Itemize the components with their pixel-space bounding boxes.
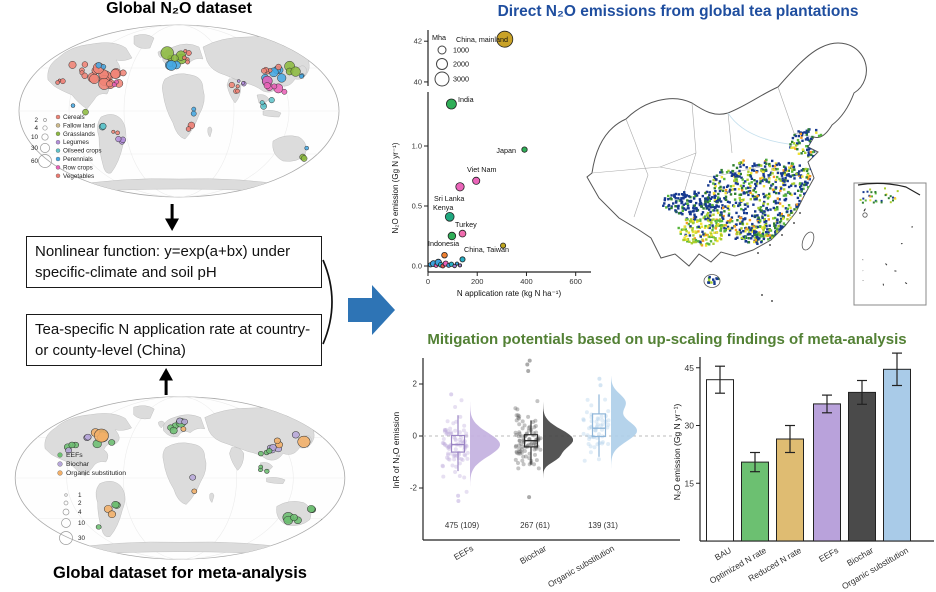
svg-text:EEFs: EEFs [452, 543, 475, 562]
svg-text:Viet Nam: Viet Nam [467, 165, 496, 174]
svg-text:Organic substitution: Organic substitution [840, 545, 910, 591]
svg-text:60: 60 [31, 158, 39, 165]
nonlinear-function-text: Nonlinear function: y=exp(a+bx) under sp… [35, 243, 291, 282]
svg-text:42: 42 [414, 37, 422, 46]
svg-text:10: 10 [78, 520, 86, 527]
svg-text:1.0: 1.0 [412, 142, 422, 151]
svg-text:30: 30 [31, 145, 39, 152]
svg-text:China, Taiwan: China, Taiwan [464, 245, 509, 254]
svg-text:139 (31): 139 (31) [588, 521, 618, 530]
svg-text:200: 200 [471, 277, 484, 286]
svg-text:Sri Lanka: Sri Lanka [434, 194, 464, 203]
up-arrow-icon [159, 368, 173, 395]
svg-text:Japan: Japan [496, 146, 516, 155]
svg-text:30: 30 [685, 421, 695, 431]
svg-text:lnR of N₂O emission: lnR of N₂O emission [391, 411, 401, 488]
right-top-title: Direct N₂O emissions from global tea pla… [497, 3, 859, 20]
tea-n-rate-text: Tea-specific N application rate at count… [35, 321, 311, 360]
svg-text:Organic substitution: Organic substitution [546, 543, 616, 589]
svg-text:Grasslands: Grasslands [63, 131, 95, 138]
svg-text:600: 600 [569, 277, 582, 286]
svg-text:2: 2 [413, 380, 418, 389]
svg-text:400: 400 [520, 277, 533, 286]
right-bottom-title: Mitigation potentials based on up-scalin… [427, 331, 907, 348]
svg-text:-2: -2 [410, 484, 418, 493]
down-arrow-icon [165, 204, 179, 231]
svg-text:45: 45 [685, 363, 695, 373]
svg-text:1000: 1000 [453, 46, 469, 55]
meta-analysis-world-map: EEFs Biochar Organic substitution 12 4 10 30 [14, 396, 346, 560]
svg-text:3000: 3000 [453, 75, 469, 84]
svg-text:Biochar: Biochar [66, 461, 90, 468]
svg-text:N₂O emission (Gg N yr⁻¹): N₂O emission (Gg N yr⁻¹) [672, 404, 682, 501]
flow-arrow-icon [348, 285, 395, 335]
svg-text:2: 2 [78, 500, 82, 507]
svg-text:267 (61): 267 (61) [520, 521, 550, 530]
nonlinear-function-box: Nonlinear function: y=exp(a+bx) under sp… [26, 236, 322, 288]
china-county-emission-map [586, 42, 927, 306]
svg-text:Mha: Mha [432, 33, 446, 42]
svg-text:EEFs: EEFs [66, 452, 83, 459]
svg-text:Fallow land: Fallow land [63, 122, 95, 129]
svg-text:0: 0 [413, 432, 418, 441]
svg-text:30: 30 [78, 535, 86, 542]
svg-text:Vegetables: Vegetables [63, 173, 94, 180]
country-emission-scatter-plot: 40 42 0.0 0.5 1.0 0 200 400 600 N application rat… [391, 30, 591, 298]
svg-text:0: 0 [426, 277, 430, 286]
effect-size-raincloud-plot: -2 0 2 lnR of N₂O emission 475 (109) EEFs 267 … [391, 358, 680, 589]
svg-text:2000: 2000 [453, 60, 469, 69]
svg-text:Oilseed crops: Oilseed crops [63, 148, 102, 155]
svg-text:Kenya: Kenya [433, 203, 453, 212]
svg-text:BAU: BAU [713, 545, 733, 562]
svg-text:N₂O emission (Gg N yr⁻¹): N₂O emission (Gg N yr⁻¹) [391, 142, 400, 233]
svg-text:475 (109): 475 (109) [445, 521, 480, 530]
svg-text:China, mainland: China, mainland [456, 35, 508, 44]
svg-text:India: India [458, 95, 474, 104]
svg-text:4: 4 [78, 509, 82, 516]
svg-text:Organic substitution: Organic substitution [66, 470, 126, 477]
svg-text:Row crops: Row crops [63, 164, 93, 171]
svg-text:0.5: 0.5 [412, 202, 422, 211]
svg-text:Cereals: Cereals [63, 114, 85, 121]
map2-title: Global dataset for meta-analysis [52, 564, 307, 582]
svg-text:N application rate (kg N ha⁻¹): N application rate (kg N ha⁻¹) [457, 289, 562, 298]
svg-text:Legumes: Legumes [63, 139, 89, 146]
map1-title: Global N₂O dataset [106, 0, 252, 17]
svg-text:2: 2 [34, 117, 38, 124]
svg-text:EEFs: EEFs [817, 545, 840, 564]
svg-text:15: 15 [685, 478, 695, 488]
svg-text:0.0: 0.0 [412, 262, 422, 271]
svg-text:Perennials: Perennials [63, 156, 93, 163]
svg-text:4: 4 [34, 125, 38, 132]
svg-text:10: 10 [31, 134, 39, 141]
brace-connector [322, 259, 333, 345]
svg-text:40: 40 [414, 77, 422, 86]
svg-text:Biochar: Biochar [518, 543, 548, 566]
svg-text:Indonesia: Indonesia [428, 239, 459, 248]
svg-text:1: 1 [78, 492, 82, 499]
tea-n-rate-box: Tea-specific N application rate at count… [26, 314, 322, 366]
svg-text:Turkey: Turkey [455, 220, 477, 229]
